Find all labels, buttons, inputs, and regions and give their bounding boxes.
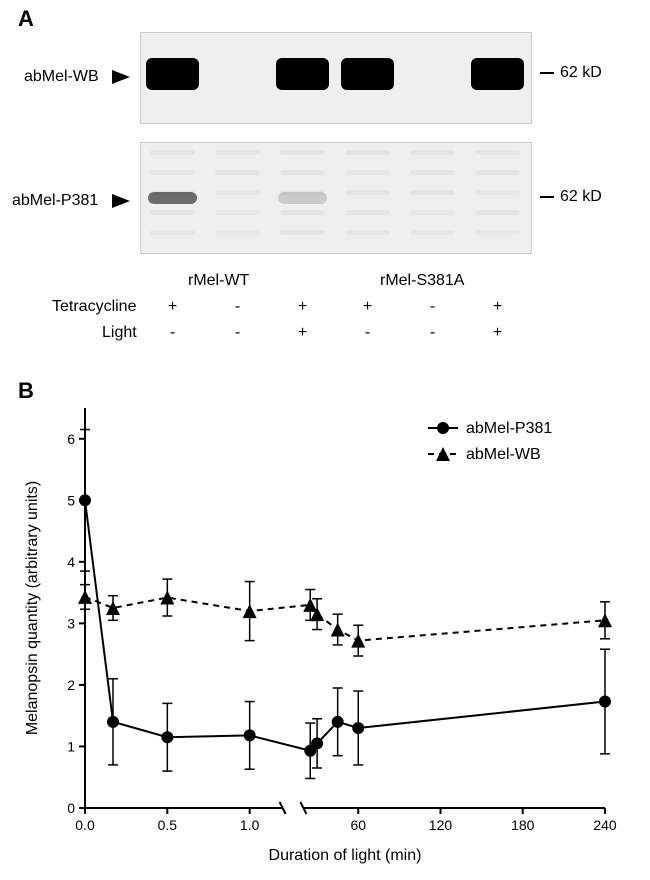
western-blot-2 <box>140 142 532 254</box>
faint-band <box>475 210 520 215</box>
condition-cell: + <box>488 298 508 316</box>
blot1-mw-label: 62 kD <box>560 64 602 82</box>
svg-text:0: 0 <box>67 800 75 816</box>
faint-band <box>345 170 390 175</box>
svg-text:5: 5 <box>67 492 75 508</box>
band <box>148 192 197 204</box>
faint-band <box>475 150 520 155</box>
blot1-antibody-label: abMel-WB <box>24 68 99 86</box>
condition-cell: + <box>488 324 508 342</box>
mw-tick-icon <box>540 72 554 74</box>
band <box>471 58 524 90</box>
arrow-icon <box>112 194 130 208</box>
faint-band <box>345 230 390 235</box>
blot2-antibody-label: abMel-P381 <box>12 192 98 210</box>
condition-cell: - <box>228 298 248 316</box>
group-label-2: rMel-S381A <box>380 272 464 290</box>
condition-cell: - <box>423 298 443 316</box>
svg-text:1: 1 <box>67 738 75 754</box>
faint-band <box>215 170 260 175</box>
condition-cell: + <box>293 298 313 316</box>
svg-text:4: 4 <box>67 554 75 570</box>
svg-text:abMel-P381: abMel-P381 <box>466 420 552 437</box>
condition-cell: + <box>163 298 183 316</box>
faint-band <box>215 230 260 235</box>
condition-cell: - <box>423 324 443 342</box>
row-label-tet: Tetracycline <box>52 298 136 316</box>
svg-text:240: 240 <box>593 817 617 833</box>
faint-band <box>410 190 455 195</box>
svg-text:0.0: 0.0 <box>75 817 95 833</box>
faint-band <box>475 190 520 195</box>
svg-text:180: 180 <box>511 817 535 833</box>
faint-band <box>280 150 325 155</box>
group-label-1: rMel-WT <box>188 272 249 290</box>
faint-band <box>410 170 455 175</box>
blot2-mw-label: 62 kD <box>560 188 602 206</box>
svg-text:120: 120 <box>429 817 453 833</box>
faint-band <box>215 190 260 195</box>
panel-a-label: A <box>18 6 34 32</box>
faint-band <box>150 230 195 235</box>
band <box>341 58 394 90</box>
condition-cell: - <box>228 324 248 342</box>
faint-band <box>150 150 195 155</box>
faint-band <box>345 150 390 155</box>
mw-tick-icon <box>540 196 554 198</box>
faint-band <box>215 210 260 215</box>
svg-text:abMel-WB: abMel-WB <box>466 446 541 463</box>
faint-band <box>280 210 325 215</box>
svg-text:0.5: 0.5 <box>158 817 178 833</box>
faint-band <box>215 150 260 155</box>
faint-band <box>280 230 325 235</box>
svg-text:Duration of light (min): Duration of light (min) <box>269 847 422 864</box>
svg-text:6: 6 <box>67 431 75 447</box>
band <box>278 192 327 204</box>
arrow-icon <box>112 70 130 84</box>
svg-text:2: 2 <box>67 677 75 693</box>
faint-band <box>345 190 390 195</box>
band <box>146 58 199 90</box>
line-chart: 0 1 2 3 4 5 6 0.0 0.5 1.0 60 120 180 240 Duration of l… <box>15 388 635 878</box>
condition-cell: + <box>358 298 378 316</box>
faint-band <box>345 210 390 215</box>
faint-band <box>410 150 455 155</box>
condition-cell: + <box>293 324 313 342</box>
band <box>276 58 329 90</box>
faint-band <box>475 170 520 175</box>
svg-text:60: 60 <box>350 817 366 833</box>
condition-cell: - <box>358 324 378 342</box>
svg-text:3: 3 <box>67 615 75 631</box>
faint-band <box>280 170 325 175</box>
svg-text:1.0: 1.0 <box>240 817 260 833</box>
row-label-light: Light <box>102 324 137 342</box>
faint-band <box>410 230 455 235</box>
faint-band <box>150 210 195 215</box>
figure: A abMel-WB 62 kD abMel-P381 62 kD rMel-W… <box>0 0 650 880</box>
faint-band <box>410 210 455 215</box>
faint-band <box>150 170 195 175</box>
faint-band <box>475 230 520 235</box>
svg-text:Melanopsin quantity (arbitrary: Melanopsin quantity (arbitrary units) <box>24 481 41 735</box>
condition-cell: - <box>163 324 183 342</box>
